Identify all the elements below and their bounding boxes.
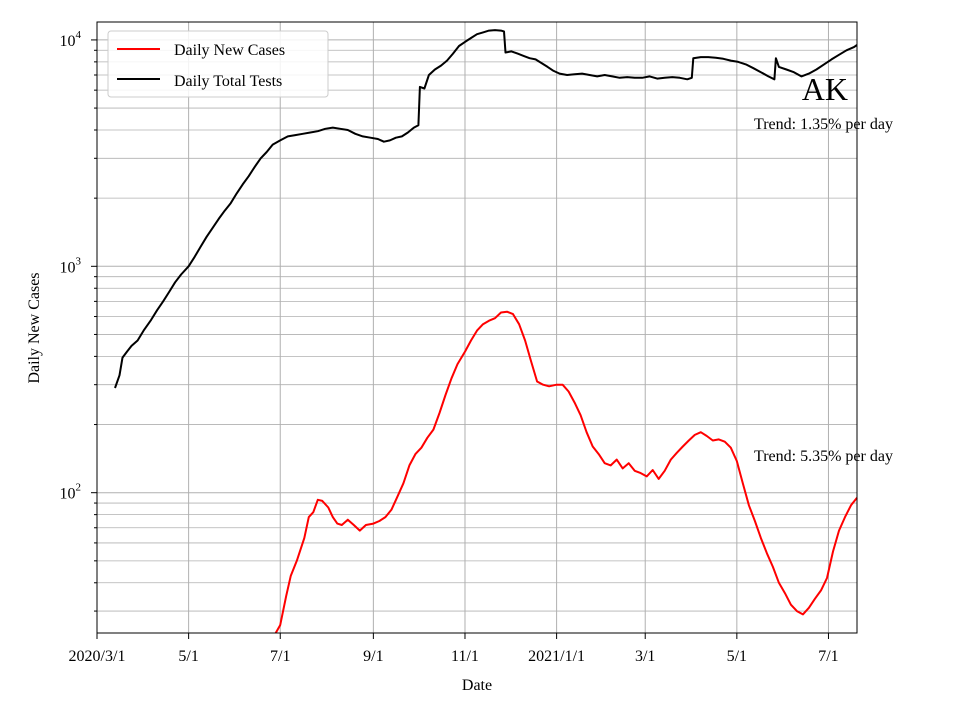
x-tick-label: 2020/3/1 [69,648,126,665]
x-tick-label: 5/1 [727,648,747,665]
series-line-daily-new-cases [274,310,858,634]
series-layer [114,29,858,634]
x-axis-label: Date [462,677,492,694]
x-tick-label: 2021/1/1 [528,648,585,665]
x-tick-label: 7/1 [818,648,838,665]
x-tick-label: 5/1 [178,648,198,665]
y-tick-label: 102 [60,482,82,503]
legend: Daily New Cases Daily Total Tests [107,30,329,98]
annotation-tests-trend: Trend: 1.35% per day [754,116,893,133]
x-tick-label: 7/1 [270,648,290,665]
grid [96,22,857,633]
annotation-cases-trend: Trend: 5.35% per day [754,448,893,465]
plot-frame [96,21,858,634]
y-tick-label: 104 [60,29,82,50]
legend-label-tests: Daily Total Tests [174,73,282,90]
legend-box [107,30,329,98]
x-tick-label: 3/1 [635,648,655,665]
y-tick-label: 103 [60,255,82,276]
series-line-daily-total-tests [114,29,858,389]
legend-label-cases: Daily New Cases [174,42,285,59]
y-axis-label: Daily New Cases [26,272,43,383]
state-label: AK [802,71,848,107]
x-tick-label: 9/1 [363,648,383,665]
x-tick-label: 11/1 [451,648,479,665]
ticks: 102 103 104 2020/3/1 5/1 7/1 9/1 11/1 2021/1/1 3/… [60,29,839,665]
